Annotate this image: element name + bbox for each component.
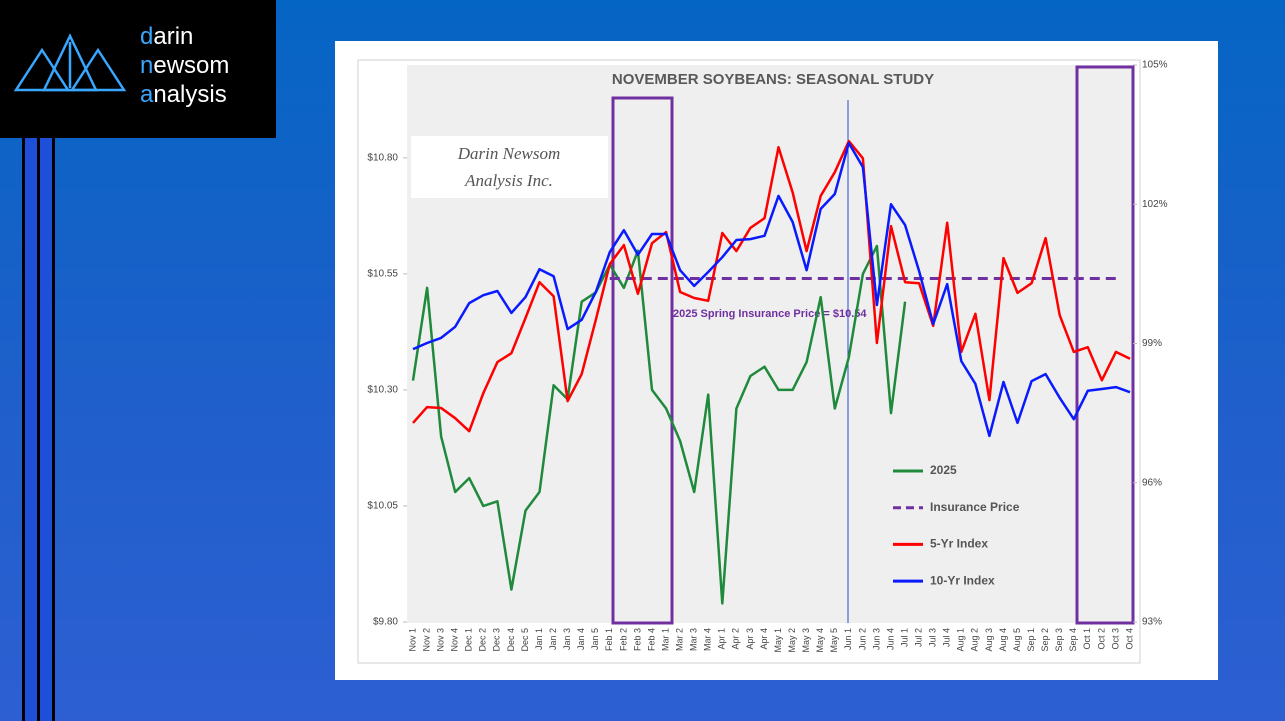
- y2-tick-label: 99%: [1142, 338, 1162, 349]
- logo: darin newsom analysis: [0, 0, 276, 138]
- x-tick-label: Oct 1: [1082, 628, 1092, 650]
- highlight-box: [1075, 65, 1135, 625]
- y-tick-label: $10.55: [367, 269, 398, 280]
- x-tick-label: Mar 3: [689, 628, 699, 651]
- x-tick-label: May 4: [815, 628, 825, 653]
- stripe: [25, 138, 37, 721]
- x-tick-label: Feb 2: [618, 628, 628, 651]
- x-tick-label: Jan 3: [562, 628, 572, 650]
- logo-rest: arin: [153, 23, 194, 50]
- x-tick-label: Nov 1: [407, 628, 417, 652]
- x-tick-label: May 3: [801, 628, 811, 653]
- highlight-box: [611, 96, 674, 625]
- x-tick-label: Aug 2: [970, 628, 980, 652]
- x-tick-label: Jun 3: [871, 628, 881, 650]
- logo-rest: ewsom: [153, 52, 230, 79]
- legend-label: 2025: [930, 463, 957, 477]
- x-tick-label: Jun 2: [857, 628, 867, 650]
- x-tick-label: Dec 5: [520, 628, 530, 652]
- x-tick-label: Feb 1: [604, 628, 614, 651]
- y2-tick-label: 93%: [1142, 617, 1162, 628]
- x-tick-label: Mar 4: [703, 628, 713, 651]
- x-tick-label: Jan 5: [590, 628, 600, 650]
- logo-mark: [13, 33, 127, 92]
- watermark: Darin Newsom: [457, 144, 560, 163]
- y2-tick-label: 102%: [1142, 199, 1168, 210]
- chart-title: NOVEMBER SOYBEANS: SEASONAL STUDY: [612, 71, 934, 88]
- x-tick-label: Jul 4: [942, 628, 952, 647]
- x-tick-label: Aug 4: [998, 628, 1008, 652]
- x-tick-label: Jun 4: [885, 628, 895, 650]
- stripe: [22, 138, 25, 721]
- series-line: [412, 139, 1131, 433]
- stripe: [52, 138, 55, 721]
- y-tick-label: $10.80: [367, 152, 398, 163]
- x-tick-label: May 5: [829, 628, 839, 653]
- stripe: [40, 138, 52, 721]
- x-tick-label: Sep 3: [1054, 628, 1064, 652]
- x-tick-label: May 2: [787, 628, 797, 653]
- x-tick-label: Jan 2: [548, 628, 558, 650]
- x-tick-label: Feb 4: [646, 628, 656, 651]
- legend-label: 10-Yr Index: [930, 573, 995, 587]
- x-tick-label: Sep 1: [1026, 628, 1036, 652]
- y-tick-label: $10.30: [367, 385, 398, 396]
- x-tick-label: Jul 2: [913, 628, 923, 647]
- y2-tick-label: 96%: [1142, 477, 1162, 488]
- x-tick-label: Oct 4: [1124, 628, 1134, 650]
- x-tick-label: Dec 3: [492, 628, 502, 652]
- y2-tick-label: 105%: [1142, 60, 1168, 71]
- stripe: [37, 138, 40, 721]
- x-tick-label: Jan 4: [576, 628, 586, 650]
- x-tick-label: Jun 1: [843, 628, 853, 650]
- x-tick-label: Dec 4: [506, 628, 516, 652]
- x-tick-label: Nov 2: [421, 628, 431, 652]
- y-tick-label: $9.80: [373, 617, 398, 628]
- x-tick-label: Dec 2: [478, 628, 488, 652]
- x-tick-label: Sep 2: [1040, 628, 1050, 652]
- logo-accent: a: [140, 81, 154, 108]
- watermark: Analysis Inc.: [464, 171, 553, 190]
- x-tick-label: Nov 4: [450, 628, 460, 652]
- legend-label: 5-Yr Index: [930, 537, 988, 551]
- watermark-box: [411, 136, 608, 198]
- logo-accent: n: [140, 52, 154, 79]
- x-tick-label: Apr 1: [717, 628, 727, 650]
- x-tick-label: Jul 3: [928, 628, 938, 647]
- logo-rest: nalysis: [153, 81, 227, 108]
- x-tick-label: Mar 1: [660, 628, 670, 651]
- x-tick-label: Jul 1: [899, 628, 909, 647]
- x-tick-label: Aug 5: [1012, 628, 1022, 652]
- series-line: [411, 244, 907, 605]
- x-tick-label: Apr 4: [759, 628, 769, 650]
- logo-word: darin: [140, 22, 193, 51]
- logo-word: newsom: [140, 51, 229, 80]
- x-tick-label: Oct 2: [1096, 628, 1106, 650]
- x-tick-label: Dec 1: [464, 628, 474, 652]
- x-tick-label: Aug 3: [984, 628, 994, 652]
- x-tick-label: May 1: [773, 628, 783, 653]
- logo-word: analysis: [140, 80, 227, 109]
- x-tick-label: Feb 3: [632, 628, 642, 651]
- x-tick-label: Nov 3: [435, 628, 445, 652]
- legend-label: Insurance Price: [930, 500, 1020, 514]
- x-tick-label: Aug 1: [956, 628, 966, 652]
- chart-border: [357, 59, 1141, 664]
- series-line: [412, 141, 1131, 438]
- x-tick-label: Mar 2: [674, 628, 684, 651]
- x-tick-label: Oct 3: [1110, 628, 1120, 650]
- logo-accent: d: [140, 23, 154, 50]
- y-tick-label: $10.05: [367, 501, 398, 512]
- x-tick-label: Apr 2: [731, 628, 741, 650]
- x-tick-label: Sep 4: [1068, 628, 1078, 652]
- annotation: 2025 Spring Insurance Price = $10.54: [673, 308, 867, 320]
- x-tick-label: Apr 3: [745, 628, 755, 650]
- x-tick-label: Jan 1: [534, 628, 544, 650]
